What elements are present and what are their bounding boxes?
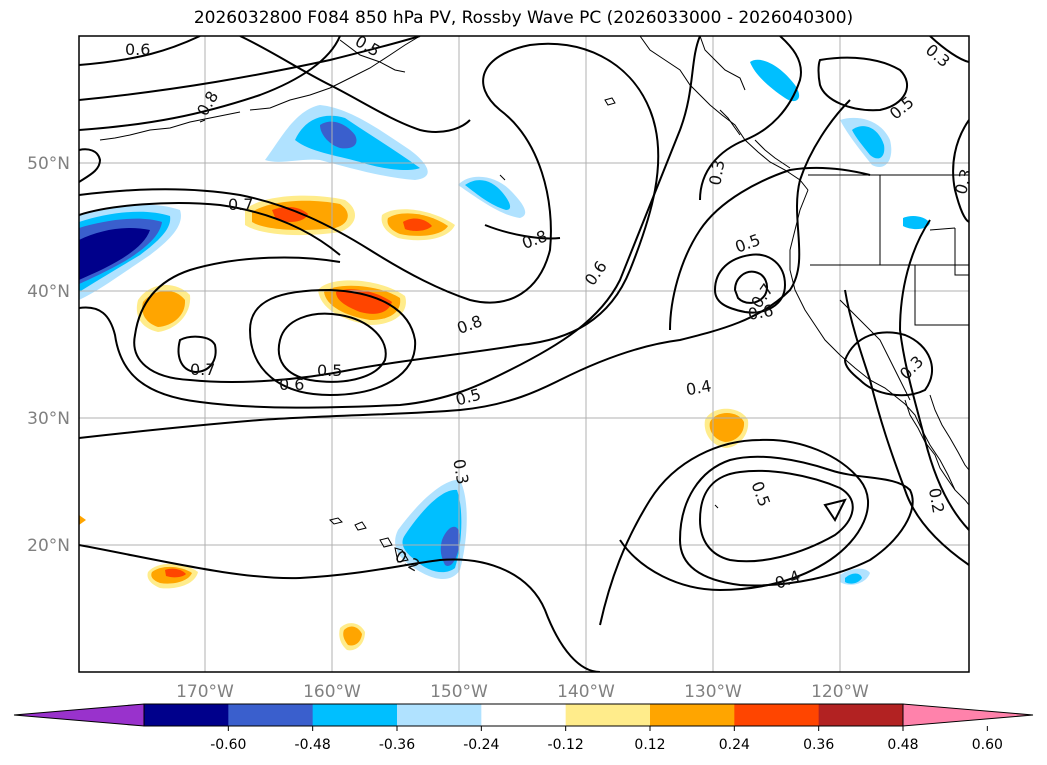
contour-label: 0.4 [684, 376, 712, 399]
colorbar-segment [734, 704, 820, 726]
map-title: 2026032800 F084 850 hPa PV, Rossby Wave … [193, 8, 854, 28]
colorbar-tick-label: 0.24 [719, 737, 750, 753]
colorbar-tick-label: 0.48 [887, 737, 918, 753]
pv-contours [79, 36, 969, 672]
contour-label: 0.7 [190, 360, 215, 379]
colorbar-tick-label: 0.36 [803, 737, 834, 753]
coastlines [99, 36, 969, 563]
contour-label: 0.7 [228, 195, 253, 214]
lon-label: 120°W [811, 682, 869, 702]
colorbar-border [143, 703, 904, 727]
shaded-anomalies [79, 59, 930, 651]
colorbar-extend-max [902, 703, 1034, 727]
contour-label: 0.6 [125, 40, 150, 59]
colorbar: -0.60 -0.48 -0.36 -0.24 -0.12 0.12 0.24 0.36 0.4… [13, 703, 1034, 753]
colorbar-segment [565, 704, 651, 726]
lat-label: 30°N [27, 409, 70, 429]
map-frame [78, 35, 970, 673]
lon-label: 170°W [176, 682, 234, 702]
colorbar-tick-label: -0.12 [548, 737, 584, 753]
colorbar-segment [228, 704, 314, 726]
colorbar-extend-min [13, 703, 145, 727]
colorbar-segment [312, 704, 398, 726]
lon-label: 160°W [303, 682, 361, 702]
map-background [79, 36, 969, 672]
contour-label: 0.5 [317, 361, 342, 380]
lat-label: 20°N [27, 536, 70, 556]
colorbar-segment [481, 704, 567, 726]
lon-label: 140°W [557, 682, 615, 702]
lon-label: 130°W [684, 682, 742, 702]
contour-label: 0.3 [951, 167, 976, 197]
lat-label: 40°N [27, 282, 70, 302]
colorbar-tick-label: -0.36 [379, 737, 415, 753]
contour-label: 0.2 [925, 486, 948, 514]
lat-label: 50°N [27, 154, 70, 174]
contour-label: 0.3 [705, 158, 728, 186]
contour-label: 0.6 [279, 375, 304, 394]
colorbar-tick-label: 0.12 [634, 737, 665, 753]
colorbar-segment [144, 704, 229, 726]
colorbar-segment [650, 704, 735, 726]
colorbar-tick-label: -0.24 [463, 737, 499, 753]
colorbar-segment [818, 704, 904, 726]
colorbar-segment [397, 704, 482, 726]
contour-label: 0.6 [746, 301, 774, 324]
lon-label: 150°W [430, 682, 488, 702]
contour-label: 0.3 [449, 458, 472, 486]
colorbar-tick-label: 0.60 [972, 737, 1003, 753]
lat-labels: 20°N 30°N 40°N 50°N [27, 154, 70, 556]
colorbar-tick-label: -0.48 [295, 737, 331, 753]
lon-labels: 170°W 160°W 150°W 140°W 130°W 120°W [176, 682, 869, 702]
colorbar-tick-label: -0.60 [210, 737, 246, 753]
